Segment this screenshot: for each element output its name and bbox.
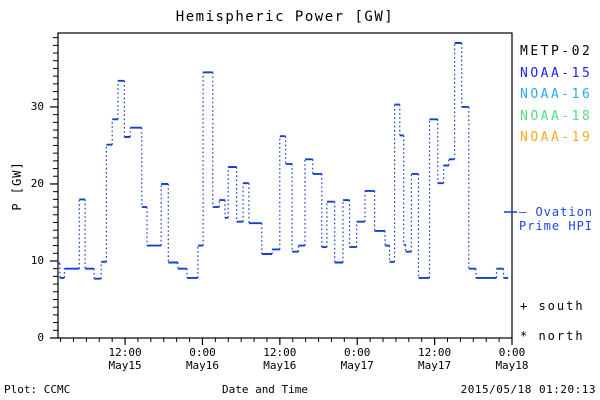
x-tick-time: 0:00	[498, 346, 526, 359]
x-tick-time: 12:00	[108, 346, 142, 359]
legend-item-noaa16: NOAA-16	[520, 87, 593, 102]
x-tick-date: May17	[340, 358, 374, 372]
legend-item-noaa19: NOAA-19	[520, 130, 593, 145]
x-tick-time: 12:00	[418, 346, 452, 359]
x-tick-time: 12:00	[263, 346, 297, 359]
plot-frame	[57, 32, 513, 339]
y-tick-label: 10	[30, 254, 44, 267]
hpi-curve-steps	[58, 42, 509, 280]
y-tick-label: 30	[30, 99, 44, 113]
legend-model-line2: Prime HPI	[519, 218, 594, 233]
footer-plot-credit: Plot: CCMC	[4, 383, 71, 396]
x-tick-time: 0:00	[189, 346, 216, 359]
legend-item-noaa18: NOAA-18	[520, 109, 593, 124]
x-tick-date: May18	[495, 358, 529, 372]
x-tick-label: 0:00 May17	[340, 346, 374, 372]
x-tick-date: May16	[185, 358, 220, 372]
hpi-curve-vertical-connectors	[59, 43, 505, 279]
x-tick-label: 12:00 May17	[418, 346, 452, 372]
x-tick-label: 0:00 May18	[495, 346, 529, 372]
legend-model-label: — Ovation Prime HPI	[519, 205, 594, 233]
y-tick-label: 0	[37, 331, 44, 344]
x-tick-label: 12:00 May16	[263, 346, 297, 372]
x-axis-label: Date and Time	[221, 383, 309, 396]
y-tick-label: 20	[30, 177, 44, 190]
chart-title: Hemispheric Power [GW]	[175, 9, 395, 25]
legend-item-noaa15: NOAA-15	[520, 66, 593, 81]
x-tick-date: May17	[418, 358, 452, 372]
footer-timestamp: 2015/05/18 01:20:13	[460, 383, 596, 396]
legend-model-line1: — Ovation	[519, 205, 594, 219]
legend-south-marker: + south	[520, 299, 585, 313]
x-tick-date: May16	[263, 358, 297, 372]
legend-north-marker: * north	[520, 329, 585, 343]
x-tick-date: May15	[108, 358, 142, 372]
x-tick-label: 0:00 May16	[185, 346, 220, 372]
legend-item-metp02: METP-02	[520, 44, 593, 59]
x-tick-time: 0:00	[343, 346, 371, 359]
x-tick-label: 12:00 May15	[108, 346, 142, 372]
